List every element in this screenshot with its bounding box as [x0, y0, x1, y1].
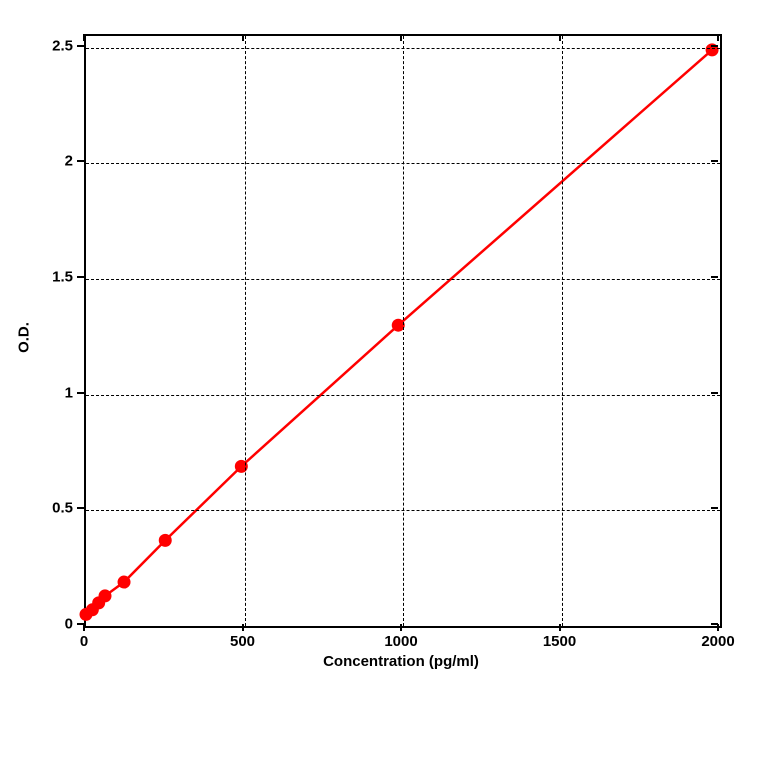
y-tick-label: 1: [35, 384, 73, 401]
x-tick: [400, 624, 402, 631]
x-tick: [242, 624, 244, 631]
plot-area: [84, 34, 722, 628]
y-tick-label: 2.5: [35, 37, 73, 54]
x-tick-top: [559, 34, 561, 41]
x-tick-label: 500: [230, 633, 255, 650]
x-tick-label: 0: [80, 633, 88, 650]
y-tick: [77, 160, 84, 162]
gridline-vertical: [562, 36, 563, 626]
data-point: [118, 576, 131, 589]
y-tick: [77, 507, 84, 509]
x-tick-label: 1500: [543, 633, 576, 650]
chart-container: Concentration (pg/ml) O.D. 0 0.5 1 1.5 2 2.5 0…: [0, 0, 764, 764]
y-tick-right: [711, 507, 718, 509]
x-tick: [83, 624, 85, 631]
y-tick: [77, 276, 84, 278]
gridline-vertical: [245, 36, 246, 626]
y-tick-right: [711, 276, 718, 278]
data-point: [235, 460, 248, 473]
x-tick-top: [83, 34, 85, 41]
series-line: [86, 50, 712, 615]
x-tick: [559, 624, 561, 631]
data-point: [99, 589, 112, 602]
y-tick-label: 1.5: [35, 268, 73, 285]
y-tick-label: 2: [35, 153, 73, 170]
y-tick-right: [711, 392, 718, 394]
x-tick-label: 2000: [701, 633, 734, 650]
y-tick: [77, 392, 84, 394]
y-tick: [77, 45, 84, 47]
x-tick-top: [400, 34, 402, 41]
y-tick-right: [711, 160, 718, 162]
y-axis-label: O.D.: [16, 322, 33, 353]
x-tick-top: [242, 34, 244, 41]
x-tick-label: 1000: [384, 633, 417, 650]
data-point: [159, 534, 172, 547]
y-tick-label: 0.5: [35, 500, 73, 517]
x-tick-top: [717, 34, 719, 41]
x-axis-label: Concentration (pg/ml): [323, 653, 479, 670]
x-tick: [717, 624, 719, 631]
y-tick-label: 0: [35, 616, 73, 633]
y-tick-right: [711, 45, 718, 47]
gridline-vertical: [403, 36, 404, 626]
